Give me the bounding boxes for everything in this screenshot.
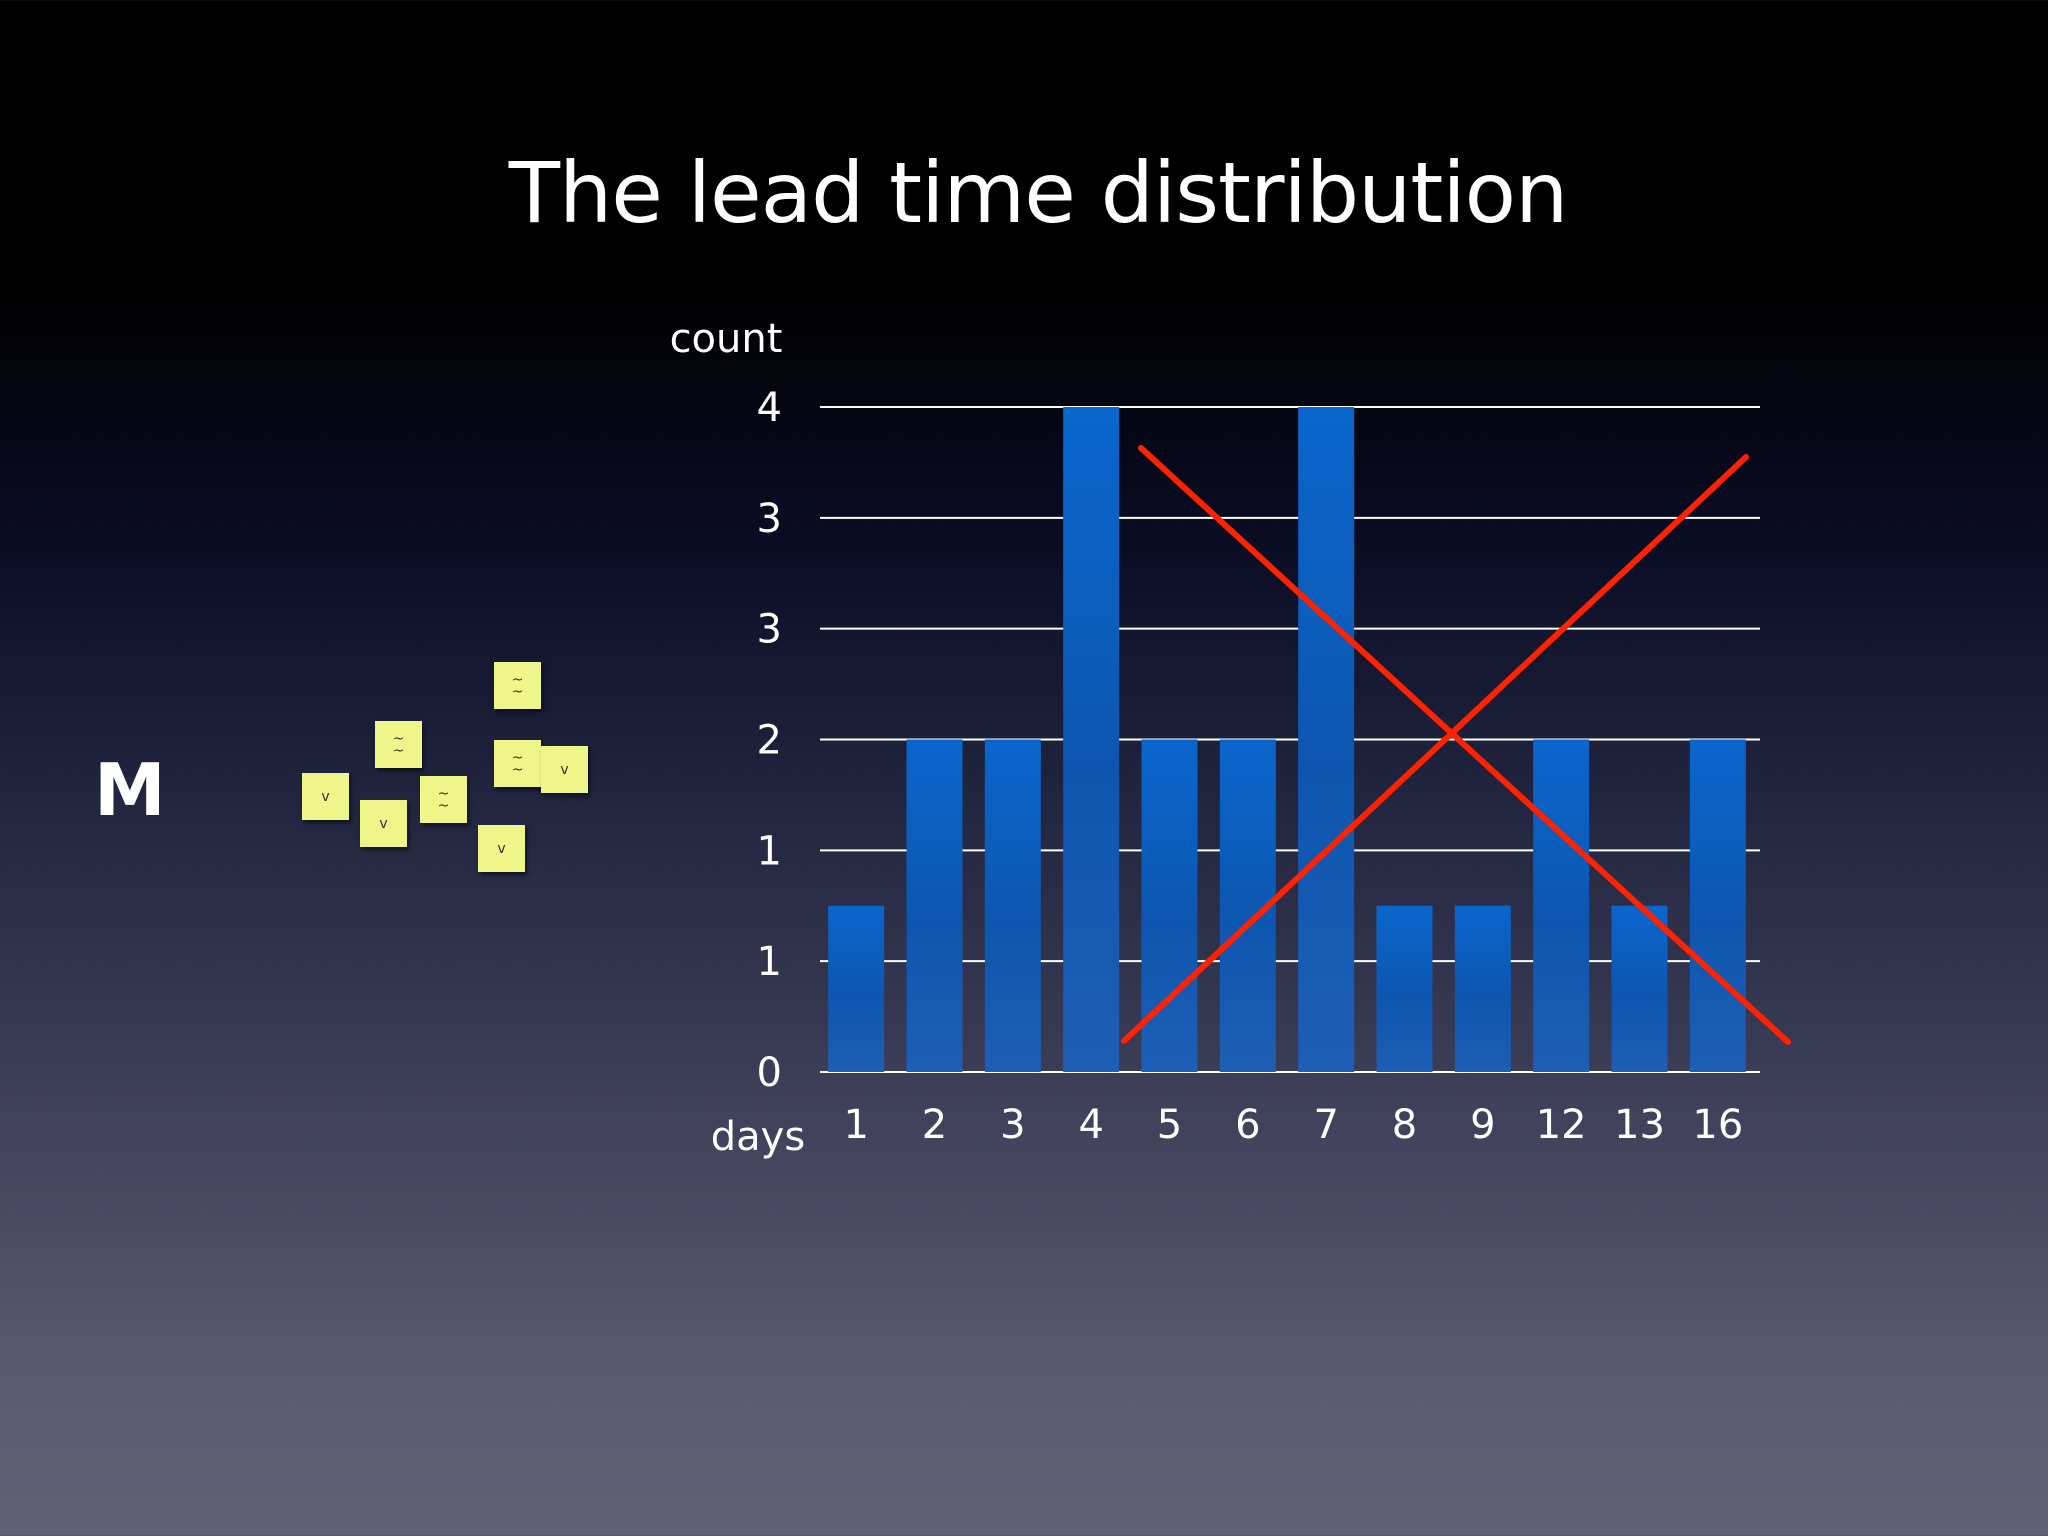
bar — [1533, 739, 1590, 1072]
grid-lines — [820, 406, 1760, 1073]
x-tick-label: 2 — [922, 1102, 947, 1148]
x-tick-label: 13 — [1614, 1102, 1665, 1148]
sticky-note-mark: v — [560, 761, 569, 778]
sticky-note: ~ ~ — [494, 740, 541, 787]
sticky-note: v — [541, 746, 588, 793]
y-tick-label: 1 — [757, 828, 782, 874]
red-cross-annotation — [1121, 445, 1791, 1045]
x-tick-label: 7 — [1313, 1102, 1338, 1148]
sticky-note: v — [360, 800, 407, 847]
sticky-note: ~ ~ — [420, 776, 467, 823]
bar — [1689, 739, 1746, 1072]
sticky-note-mark: ~ — [511, 761, 524, 778]
y-tick-label: 4 — [757, 385, 782, 431]
bar — [1611, 905, 1668, 1072]
sticky-note-mark: ~ — [437, 785, 450, 802]
bar — [1063, 407, 1120, 1072]
sticky-note: ~ ~ — [375, 721, 422, 768]
y-tick-labels: 0 1 1 2 3 3 4 — [757, 385, 782, 1096]
y-tick-label: 0 — [757, 1050, 782, 1096]
y-tick-label: 3 — [757, 496, 782, 542]
sticky-note: v — [302, 773, 349, 820]
bar — [1298, 407, 1355, 1072]
sticky-note-mark: v — [321, 788, 330, 805]
x-axis-label: days — [711, 1114, 805, 1160]
bar — [828, 905, 885, 1072]
bar — [1376, 905, 1433, 1072]
slide-title: The lead time distribution — [508, 144, 1569, 242]
y-tick-label: 2 — [757, 718, 782, 764]
sticky-note-mark: ~ — [392, 742, 405, 759]
cross-stroke-down — [1138, 445, 1791, 1045]
side-letter: M — [94, 748, 166, 832]
sticky-note: ~ ~ — [494, 662, 541, 709]
sticky-note-mark: ~ — [511, 749, 524, 766]
sticky-note-mark: v — [497, 840, 506, 857]
x-tick-label: 1 — [843, 1102, 868, 1148]
x-tick-label: 4 — [1078, 1102, 1103, 1148]
x-tick-label: 8 — [1392, 1102, 1417, 1148]
x-tick-labels: 1 2 3 4 5 6 7 8 9 12 13 16 — [843, 1102, 1743, 1148]
sticky-note-mark: ~ — [511, 671, 524, 688]
x-tick-label: 9 — [1470, 1102, 1495, 1148]
bar — [906, 739, 963, 1072]
bar — [1141, 739, 1198, 1072]
bar — [1454, 905, 1511, 1072]
sticky-note-mark: v — [379, 815, 388, 832]
y-tick-label: 1 — [757, 939, 782, 985]
cross-stroke-up — [1121, 454, 1749, 1044]
x-tick-label: 5 — [1157, 1102, 1182, 1148]
x-tick-label: 3 — [1000, 1102, 1025, 1148]
sticky-note: v — [478, 825, 525, 872]
sticky-note-mark: ~ — [437, 797, 450, 814]
sticky-note-mark: ~ — [392, 730, 405, 747]
y-axis-label: count — [670, 316, 783, 362]
x-tick-label: 16 — [1692, 1102, 1743, 1148]
x-tick-label: 12 — [1536, 1102, 1587, 1148]
x-tick-label: 6 — [1235, 1102, 1260, 1148]
sticky-note-mark: ~ — [511, 683, 524, 700]
bar — [984, 739, 1041, 1072]
y-tick-label: 3 — [757, 607, 782, 653]
